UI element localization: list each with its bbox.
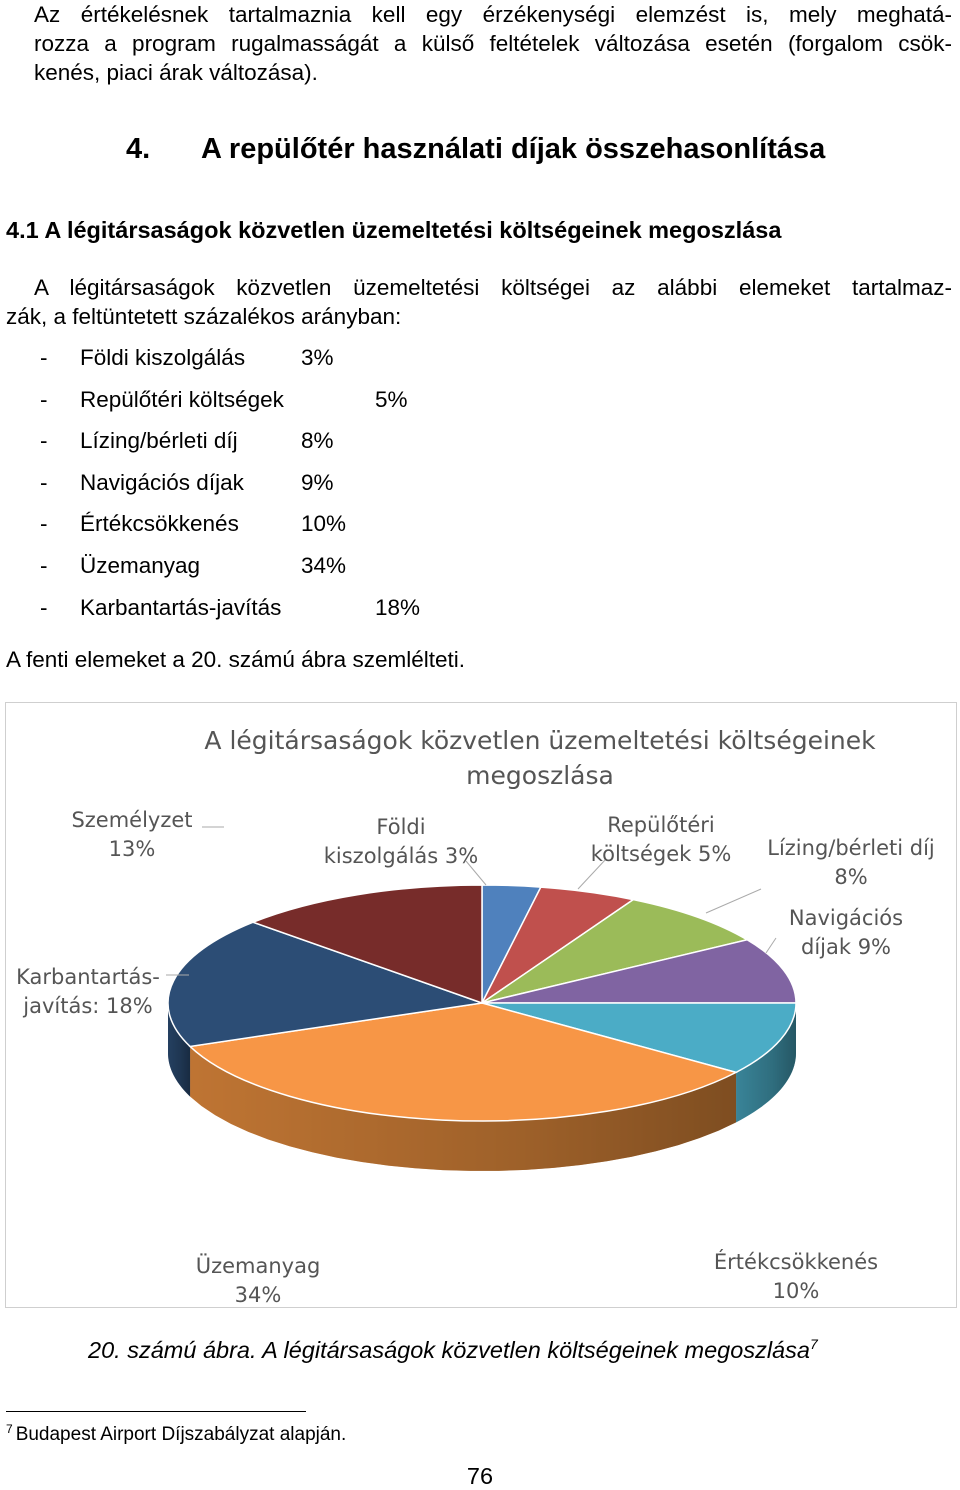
list-item-name: Repülőtéri költségek	[80, 386, 284, 412]
pie-sides	[168, 1003, 796, 1171]
pie-slice-7	[250, 884, 483, 1005]
intro-line-1: Az értékelésnek tartalmaznia kell egy ér…	[34, 2, 952, 27]
list-item-name: Üzemanyag	[80, 552, 201, 578]
pie-label-line: 34%	[235, 1283, 282, 1307]
pie-slices	[167, 884, 797, 1122]
pie-label-line: Karbantartás-	[16, 965, 160, 989]
list-dash: -	[40, 511, 48, 537]
pie-slice-3	[481, 938, 797, 1004]
pie-leader-3	[765, 937, 777, 954]
subsection-heading: 4.1 A légitársaságok közvetlen üzemeltet…	[6, 217, 782, 243]
list-item-name: Lízing/bérleti díj	[80, 428, 238, 454]
list-dash: -	[40, 594, 48, 620]
pie-label-5: Üzemanyag 34%	[196, 1253, 321, 1307]
pie-label-line: kiszolgálás 3%	[324, 844, 478, 868]
body-line-1: A légitársaságok közvetlen üzemeltetési …	[34, 275, 952, 300]
pie-label-4: Értékcsökkenés 10%	[714, 1249, 878, 1303]
intro-line-3: kenés, piaci árak változása).	[34, 60, 318, 85]
list-item-name: Karbantartás-javítás	[80, 594, 282, 620]
pie-side-tint-4	[736, 1003, 796, 1123]
section-title: A repülőtér használati díjak összehasonl…	[201, 133, 826, 165]
pie-label-line: javítás: 18%	[22, 994, 152, 1018]
list-item-percent: 8%	[301, 428, 334, 454]
pie-side-shade-5	[190, 1046, 737, 1171]
pie-label-line: Lízing/bérleti díj	[767, 836, 935, 860]
pie-labels: Földi kiszolgálás 3% Repülőtéri költségek 5…	[16, 808, 935, 1307]
pie-leader-2	[705, 888, 762, 914]
footnote-mark: 7	[6, 1422, 13, 1436]
pie-label-6: Karbantartás-javítás: 18%	[16, 965, 160, 1018]
chart-title-line-1: A légitársaságok közvetlen üzemeltetési …	[204, 726, 876, 755]
pie-slice-5	[188, 1002, 739, 1122]
list-item-percent: 34%	[301, 552, 347, 578]
intro-paragraph: Az értékelésnek tartalmaznia kell egy ér…	[34, 0, 952, 87]
list-item-percent: 18%	[375, 594, 421, 620]
pie-slice-4	[481, 1002, 797, 1074]
body-paragraph: A légitársaságok közvetlen üzemeltetési …	[6, 273, 952, 331]
section-number: 4.	[126, 133, 151, 165]
list-item-percent: 9%	[301, 469, 334, 495]
chart-title-line-2: megoszlása	[466, 761, 614, 790]
pie-side-tint-5	[190, 1046, 737, 1171]
pie-label-line: Értékcsökkenés	[714, 1249, 878, 1274]
caption-text: 20. számú ábra. A légitársaságok közvetl…	[88, 1336, 810, 1363]
pie-label-line: Földi	[376, 815, 425, 839]
pie-label-0: Földi kiszolgálás 3%	[324, 815, 478, 868]
list-item-name: Földi kiszolgálás	[80, 345, 246, 370]
list-item-name: Navigációs díjak	[80, 469, 244, 495]
pie-slice-2	[481, 898, 750, 1004]
pie-label-2: Lízing/bérleti díj 8%	[767, 836, 935, 889]
list-item-percent: 3%	[301, 345, 334, 370]
pie-label-line: díjak 9%	[801, 935, 891, 959]
footnote-separator	[6, 1411, 306, 1412]
pie-label-3: Navigációs díjak 9%	[789, 906, 903, 959]
pie-label-1: Repülőtéri költségek 5%	[591, 813, 732, 866]
list-dash: -	[40, 345, 48, 370]
section-heading: 4. A repülőtér használati díjak összehaso…	[126, 133, 825, 166]
pie-label-7: Személyzet 13%	[71, 808, 192, 861]
figure-reference: A fenti elemeket a 20. számú ábra szemlé…	[6, 647, 465, 672]
pie-slice-6	[167, 921, 483, 1048]
pie-label-line: Üzemanyag	[196, 1253, 321, 1278]
pie-leader-lines	[166, 826, 777, 976]
pie-label-line: 10%	[773, 1279, 820, 1303]
footnote: 7 Budapest Airport Díjszabályzat alapján.	[6, 1422, 346, 1446]
intro-line-2: rozza a program rugalmasságát a külső fe…	[34, 31, 952, 56]
pie-label-line: Repülőtéri	[607, 813, 715, 837]
caption-footnote-mark: 7	[809, 1336, 818, 1352]
pie-label-line: Navigációs	[789, 906, 903, 930]
pie-chart: A légitársaságok közvetlen üzemeltetési …	[5, 702, 957, 1308]
footnote-text: Budapest Airport Díjszabályzat alapján.	[15, 1424, 347, 1445]
list-dash: -	[40, 552, 48, 578]
pie-label-line: 8%	[834, 865, 867, 889]
list-item-percent: 10%	[301, 511, 347, 537]
pie-chart-svg: A légitársaságok közvetlen üzemeltetési …	[16, 726, 935, 1307]
body-line-2: zák, a feltüntetett százalékos arányban:	[6, 304, 402, 329]
list-dash: -	[40, 428, 48, 454]
page-number: 76	[466, 1463, 494, 1489]
list-dash: -	[40, 469, 48, 495]
pie-leader-0	[465, 860, 487, 886]
pie-label-line: Személyzet	[71, 808, 192, 832]
figure-caption: 20. számú ábra. A légitársaságok közvetl…	[88, 1336, 818, 1364]
pie-label-line: költségek 5%	[591, 842, 732, 866]
pie-label-line: 13%	[109, 837, 156, 861]
list-item-percent: 5%	[375, 386, 408, 412]
list-item-name: Értékcsökkenés	[80, 511, 239, 537]
pie-side-shade-4	[736, 1003, 796, 1123]
pie-leader-1	[577, 858, 607, 890]
list-dash: -	[40, 386, 48, 412]
